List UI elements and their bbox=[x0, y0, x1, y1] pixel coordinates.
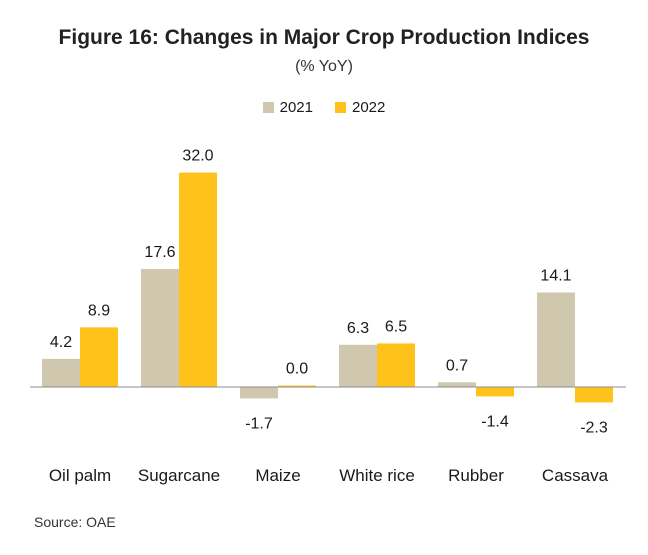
bar-cassava-2021 bbox=[537, 292, 575, 387]
legend: 2021 2022 bbox=[0, 99, 648, 116]
data-label-sugarcane-2021: 17.6 bbox=[144, 244, 175, 261]
chart-title: Figure 16: Changes in Major Crop Product… bbox=[58, 26, 590, 49]
bar-rubber-2022 bbox=[476, 387, 514, 397]
bar-maize-2022 bbox=[278, 385, 316, 387]
data-label-white-rice-2021: 6.3 bbox=[347, 320, 369, 337]
bar-sugarcane-2021 bbox=[141, 269, 179, 387]
data-label-maize-2022: 0.0 bbox=[286, 361, 308, 378]
bar-oil-palm-2022 bbox=[80, 327, 118, 387]
data-label-rubber-2021: 0.7 bbox=[446, 357, 468, 374]
data-label-white-rice-2022: 6.5 bbox=[385, 318, 407, 335]
legend-label-2022: 2022 bbox=[352, 99, 386, 116]
category-label-sugarcane: Sugarcane bbox=[138, 466, 220, 485]
data-label-oil-palm-2022: 8.9 bbox=[88, 302, 110, 319]
legend-swatch-2021 bbox=[262, 102, 274, 113]
bar-white-rice-2022 bbox=[377, 343, 415, 387]
category-label-white-rice: White rice bbox=[339, 466, 415, 485]
legend-item-2022: 2022 bbox=[335, 99, 385, 116]
data-label-sugarcane-2022: 32.0 bbox=[182, 148, 213, 165]
data-label-maize-2021: -1.7 bbox=[245, 415, 273, 432]
chart-subtitle: (% YoY) bbox=[295, 58, 353, 75]
bar-sugarcane-2022 bbox=[179, 172, 217, 387]
bar-maize-2021 bbox=[240, 387, 278, 399]
bar-cassava-2022 bbox=[575, 387, 613, 403]
category-label-oil-palm: Oil palm bbox=[49, 466, 111, 485]
category-label-maize: Maize bbox=[255, 466, 300, 485]
category-label-rubber: Rubber bbox=[448, 466, 504, 485]
data-label-cassava-2022: -2.3 bbox=[580, 419, 608, 436]
bar-white-rice-2021 bbox=[339, 344, 377, 387]
data-label-oil-palm-2021: 4.2 bbox=[50, 334, 72, 351]
category-label-cassava: Cassava bbox=[542, 466, 609, 485]
bar-rubber-2021 bbox=[438, 382, 476, 387]
bar-oil-palm-2021 bbox=[42, 358, 80, 387]
data-label-rubber-2022: -1.4 bbox=[481, 413, 509, 430]
legend-swatch-2022 bbox=[335, 102, 346, 113]
data-label-cassava-2021: 14.1 bbox=[540, 268, 571, 285]
legend-label-2021: 2021 bbox=[279, 99, 313, 116]
legend-item-2021: 2021 bbox=[262, 99, 313, 116]
source-note: Source: OAE bbox=[34, 514, 116, 530]
